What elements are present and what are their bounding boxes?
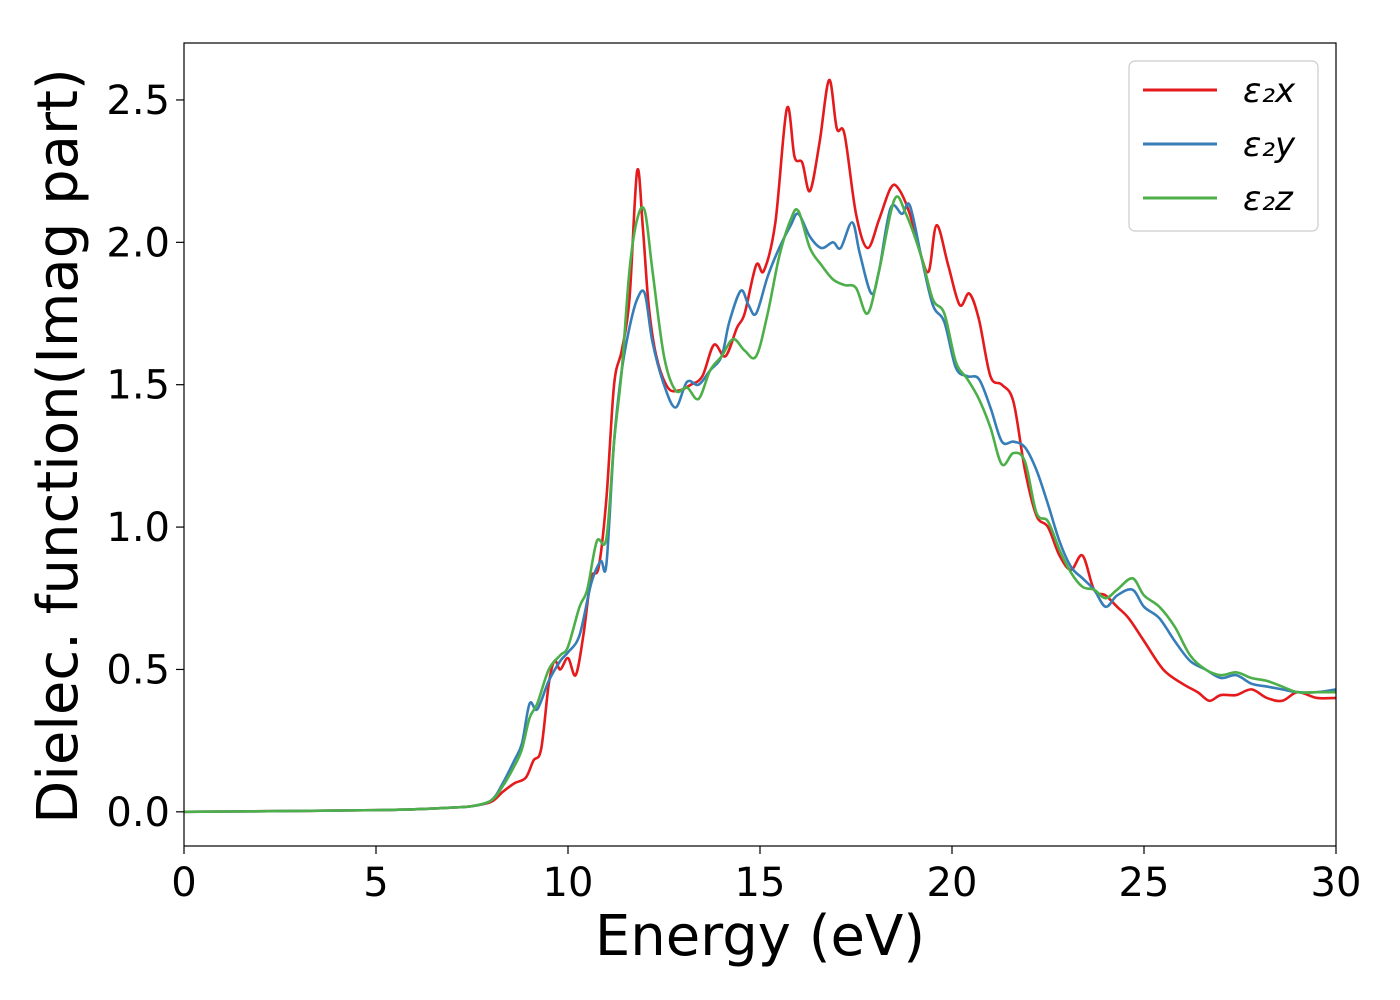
y-tick-label: 1.5 (106, 363, 170, 409)
y-tick-label: 0.5 (106, 647, 170, 693)
x-tick-label: 30 (1311, 860, 1362, 906)
x-axis: 0 5 10 15 20 25 30 (171, 846, 1361, 906)
x-tick-label: 0 (171, 860, 196, 906)
series-layer (184, 78, 1336, 814)
series-line-y (184, 202, 1336, 814)
y-tick-label: 2.0 (106, 220, 170, 266)
y-axis: 0.0 0.5 1.0 1.5 2.0 2.5 (106, 78, 184, 836)
x-axis-title: Energy (eV) (595, 904, 925, 969)
y-tick-label: 0.0 (106, 790, 170, 836)
x-tick-label: 15 (735, 860, 786, 906)
x-tick-label: 20 (927, 860, 978, 906)
series-line-x (184, 78, 1336, 814)
x-tick-label: 10 (543, 860, 594, 906)
y-tick-label: 1.0 (106, 505, 170, 551)
legend-box (1128, 60, 1319, 232)
legend-label: ε₂x (1243, 71, 1296, 111)
series-line-z (184, 195, 1336, 814)
legend-label: ε₂y (1243, 125, 1296, 165)
y-tick-label: 2.5 (106, 78, 170, 124)
y-axis-title: Dielec. function(Imag part) (26, 68, 91, 824)
legend: ε₂x ε₂y ε₂z (1128, 60, 1319, 232)
x-tick-label: 5 (363, 860, 388, 906)
x-tick-label: 25 (1119, 860, 1170, 906)
legend-label: ε₂z (1243, 179, 1294, 219)
